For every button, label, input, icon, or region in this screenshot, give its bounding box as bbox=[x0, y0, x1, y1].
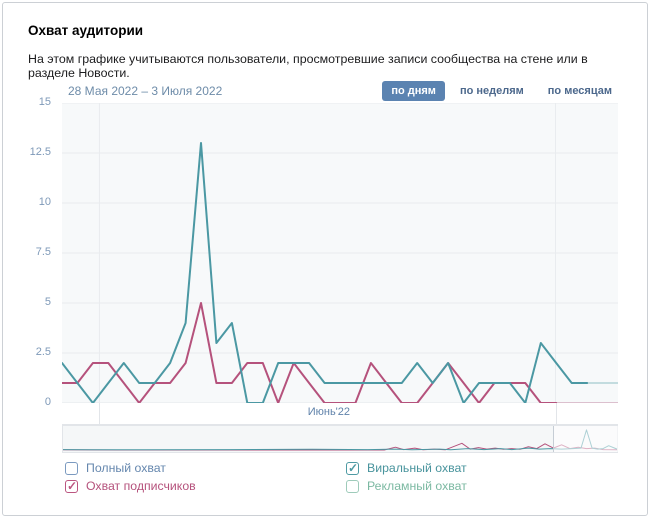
tab-by-weeks[interactable]: по неделям bbox=[451, 81, 533, 101]
y-tick-label: 12.5 bbox=[29, 146, 51, 158]
checkbox-ad-reach[interactable]: ✓ bbox=[346, 479, 359, 493]
checkbox-subscribers-reach[interactable]: ✓ bbox=[65, 478, 78, 493]
legend-label: Виральный охват bbox=[367, 461, 467, 475]
legend-label: Рекламный охват bbox=[367, 479, 467, 493]
interval-tabs: по дням по неделям по месяцам bbox=[382, 81, 621, 101]
y-tick-label: 7.5 bbox=[35, 246, 51, 258]
check-icon: ✓ bbox=[348, 460, 359, 475]
check-icon: ✓ bbox=[67, 478, 78, 493]
checkbox-full-reach[interactable]: ✓ bbox=[65, 461, 78, 475]
x-axis-band: Июнь'22 bbox=[62, 403, 618, 425]
legend-label: Охват подписчиков bbox=[86, 479, 196, 493]
tab-by-days[interactable]: по дням bbox=[382, 81, 445, 101]
y-tick-label: 2.5 bbox=[35, 346, 51, 358]
y-tick-label: 0 bbox=[44, 396, 51, 408]
legend-label: Полный охват bbox=[86, 461, 166, 475]
tab-by-months[interactable]: по месяцам bbox=[539, 81, 621, 101]
y-tick-label: 15 bbox=[38, 96, 51, 108]
legend-item-ad-reach[interactable]: ✓ Рекламный охват bbox=[346, 479, 467, 493]
chart-plot-area[interactable] bbox=[62, 103, 618, 403]
legend-item-subscribers-reach[interactable]: ✓ Охват подписчиков bbox=[65, 479, 196, 493]
minimap-series bbox=[63, 429, 617, 451]
y-axis: 0 2.5 5 7.5 10 12.5 15 bbox=[3, 96, 55, 408]
month-tick bbox=[99, 403, 101, 424]
legend-item-full-reach[interactable]: ✓ Полный охват bbox=[65, 461, 166, 475]
legend-item-viral-reach[interactable]: ✓ Виральный охват bbox=[346, 461, 467, 475]
y-tick-label: 10 bbox=[38, 196, 51, 208]
checkbox-viral-reach[interactable]: ✓ bbox=[346, 460, 359, 475]
minimap-selection-window[interactable] bbox=[553, 426, 618, 452]
chart-description: На этом графике учитываются пользователи… bbox=[28, 52, 588, 80]
reach-line-chart bbox=[62, 103, 618, 403]
month-tick bbox=[555, 403, 557, 424]
page-title: Охват аудитории bbox=[28, 23, 144, 38]
y-tick-label: 5 bbox=[44, 296, 51, 308]
date-range-label: 28 Мая 2022 – 3 Июля 2022 bbox=[68, 84, 223, 98]
minimap-navigator[interactable] bbox=[62, 425, 618, 453]
x-axis-month-label: Июнь'22 bbox=[307, 406, 351, 418]
